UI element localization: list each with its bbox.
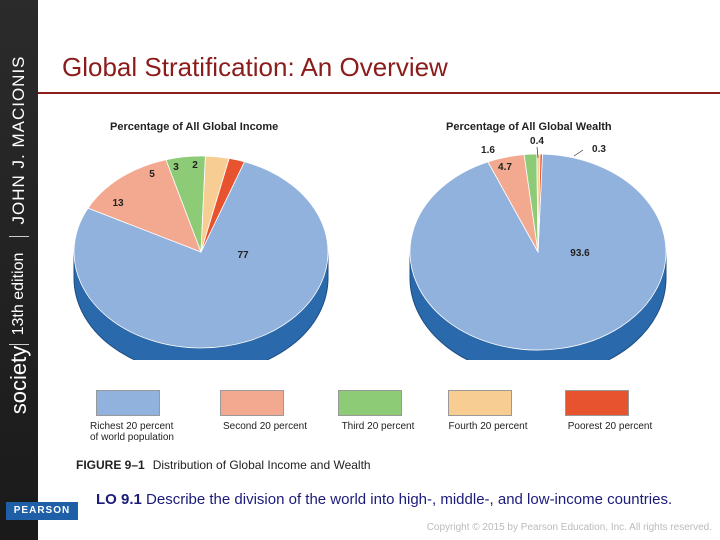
wealth-leader-line-fourth: [536, 146, 539, 159]
legend-label-poorest: Poorest 20 percent: [567, 421, 653, 432]
income-data-label-poorest: 2: [192, 160, 198, 171]
sidebar-divider: [9, 344, 29, 345]
wealth-pie: 93.6 4.71.6 0.4 0.3: [409, 136, 667, 360]
wealth-data-label-second: 4.7: [498, 162, 512, 173]
figure-caption: FIGURE 9–1 Distribution of Global Income …: [76, 458, 371, 472]
income-pie: 77 13 5 3 2: [73, 155, 329, 360]
lo-number: LO 9.1: [96, 491, 142, 508]
income-chart-title: Percentage of All Global Income: [110, 121, 279, 133]
legend-label-richest: Richest 20 percent of world population: [90, 421, 174, 443]
wealth-leader-line-poorest: [573, 149, 584, 157]
wealth-data-label-richest: 93.6: [570, 248, 590, 259]
wealth-chart-title: Percentage of All Global Wealth: [446, 121, 612, 133]
author-title: JOHN J. MACIONIS: [9, 55, 28, 225]
sidebar-divider: [9, 236, 29, 237]
income-slice-poorest: [200, 157, 246, 253]
learning-objective: LO 9.1 Describe the division of the worl…: [96, 490, 716, 509]
legend-swatch-richest: [96, 390, 160, 416]
figure-number: FIGURE 9–1: [76, 458, 145, 472]
income-slice-second: [87, 159, 202, 253]
wealth-slice-richest: [409, 153, 667, 351]
edition-label: 13th edition: [10, 252, 27, 336]
pie-charts: 77 13 5 3 2 93.6 4.71.6 0.4 0.3: [73, 136, 667, 360]
income-data-label-fourth: 3: [173, 162, 179, 173]
income-data-label-third: 5: [149, 169, 155, 180]
wealth-data-label-fourth: 0.4: [530, 136, 544, 147]
income-slice-richest: [73, 161, 329, 349]
legend-swatch-second: [220, 390, 284, 416]
copyright-notice: Copyright © 2015 by Pearson Education, I…: [426, 522, 712, 533]
legend-swatch-fourth: [448, 390, 512, 416]
legend-label-third: Third 20 percent: [341, 421, 415, 432]
title-divider: [38, 92, 720, 94]
legend-label-second: Second 20 percent: [223, 421, 307, 432]
book-title: society: [6, 345, 31, 415]
pearson-logo: PEARSON: [6, 502, 78, 520]
wealth-data-label-poorest: 0.3: [592, 144, 606, 155]
income-data-label-second: 13: [112, 198, 124, 209]
slide-title: Global Stratification: An Overview: [62, 52, 448, 82]
legend-swatch-third: [338, 390, 402, 416]
wealth-slice-poorest: [537, 153, 543, 253]
income-data-label-richest: 77: [237, 250, 249, 261]
legend-swatch-poorest: [565, 390, 629, 416]
wealth-data-label-third: 1.6: [481, 145, 495, 156]
figure-caption-text: Distribution of Global Income and Wealth: [152, 458, 371, 472]
sidebar: JOHN J. MACIONIS 13th edition society: [0, 0, 38, 540]
legend-label-fourth: Fourth 20 percent: [448, 421, 528, 432]
lo-description: Describe the division of the world into …: [146, 491, 673, 508]
